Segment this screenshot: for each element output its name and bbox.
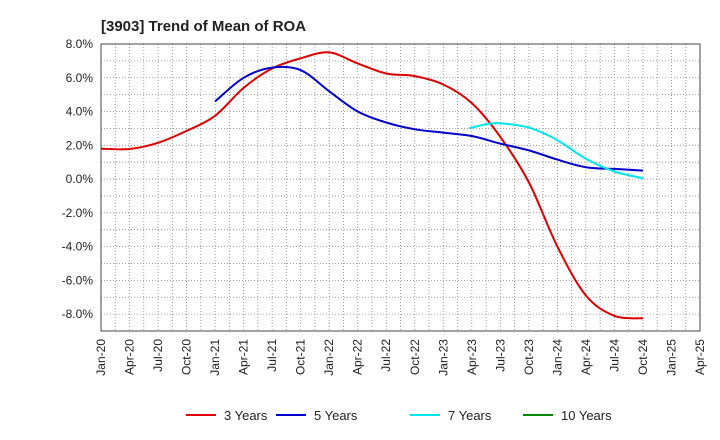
legend-label-3-years: 3 Years xyxy=(224,408,268,423)
y-tick-label: 4.0% xyxy=(66,105,94,119)
x-tick-label: Jan-22 xyxy=(322,339,336,376)
x-tick-label: Apr-20 xyxy=(123,339,137,375)
series-line-5-years xyxy=(214,65,644,172)
x-tick-label: Jan-20 xyxy=(94,339,108,376)
x-tick-label: Jan-24 xyxy=(550,339,564,376)
grid xyxy=(100,43,701,332)
chart-title: [3903] Trend of Mean of ROA xyxy=(101,18,306,35)
legend-label-5-years: 5 Years xyxy=(314,408,358,423)
x-tick-label: Jul-24 xyxy=(607,339,621,372)
x-tick-label: Oct-24 xyxy=(636,339,650,375)
x-tick-label: Jan-23 xyxy=(436,339,450,376)
x-tick-label: Oct-22 xyxy=(408,339,422,375)
legend-label-7-years: 7 Years xyxy=(448,408,492,423)
x-tick-label: Oct-21 xyxy=(294,339,308,375)
axes: 8.0% 6.0% 4.0% 2.0% 0.0% -2.0% -4.0% -6.0% -8.0%… xyxy=(62,37,707,376)
y-tick-label: 0.0% xyxy=(66,172,94,186)
x-tick-label: Jul-23 xyxy=(493,339,507,372)
legend-label-10-years: 10 Years xyxy=(561,408,612,423)
x-tick-label: Jan-25 xyxy=(664,339,678,376)
series-line-7-years xyxy=(468,122,644,180)
x-tick-label: Oct-23 xyxy=(522,339,536,375)
x-tick-label: Apr-21 xyxy=(237,339,251,375)
x-tick-label: Jul-22 xyxy=(379,339,393,372)
x-tick-label: Apr-23 xyxy=(465,339,479,375)
x-tick-label: Apr-24 xyxy=(579,339,593,375)
x-tick-label: Jul-20 xyxy=(151,339,165,372)
y-tick-label: -6.0% xyxy=(62,273,94,287)
series-lines xyxy=(100,51,644,320)
x-tick-label: Jul-21 xyxy=(265,339,279,372)
x-tick-label: Apr-25 xyxy=(693,339,707,375)
x-tick-label: Jan-21 xyxy=(208,339,222,376)
x-tick-label: Oct-20 xyxy=(180,339,194,375)
y-tick-label: -2.0% xyxy=(62,206,94,220)
series-line-3-years xyxy=(100,51,644,320)
y-tick-label: -8.0% xyxy=(62,307,94,321)
plot-border xyxy=(100,43,701,332)
y-tick-label: 6.0% xyxy=(66,71,94,85)
y-tick-label: -4.0% xyxy=(62,240,94,254)
x-tick-label: Apr-22 xyxy=(351,339,365,375)
y-tick-label: 8.0% xyxy=(66,37,94,51)
y-tick-label: 2.0% xyxy=(66,138,94,152)
legend: 3 Years 5 Years 7 Years 10 Years xyxy=(186,408,612,423)
